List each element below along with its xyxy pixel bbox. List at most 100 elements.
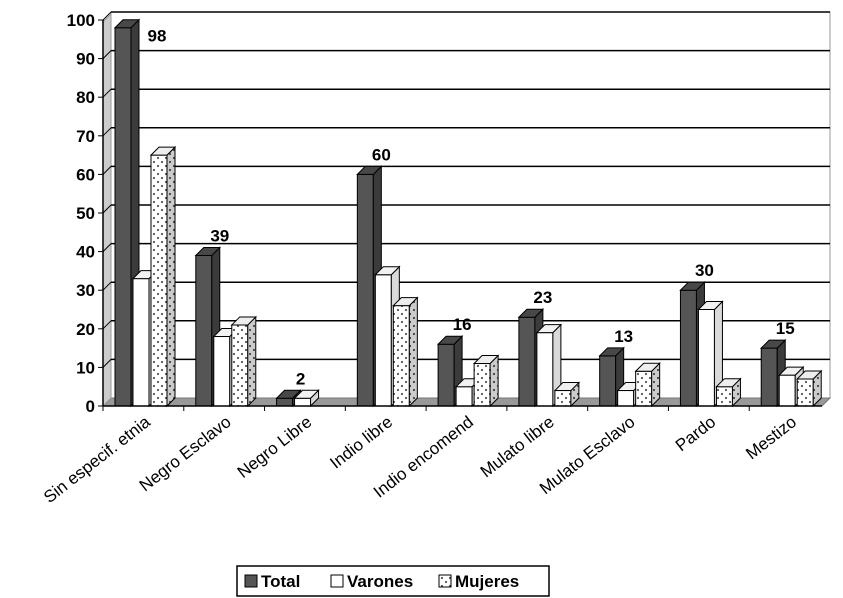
y-tick-label: 60	[76, 165, 95, 184]
bar-mujeres-5	[553, 381, 581, 408]
bar-front	[374, 274, 392, 407]
data-label: 39	[210, 226, 229, 245]
bar-top	[293, 389, 320, 399]
bar-mujeres-3	[392, 296, 419, 408]
gridline-side	[102, 281, 112, 291]
y-tick-label: 10	[76, 358, 95, 377]
bar-front	[392, 305, 410, 407]
legend-swatch	[438, 574, 452, 588]
bar-total-1	[194, 246, 221, 408]
bar-mujeres-7	[715, 377, 742, 408]
bar-top	[553, 382, 581, 392]
bar-top	[230, 316, 257, 326]
x-tick-label: Indio libre	[326, 412, 396, 472]
data-label: 13	[614, 327, 633, 346]
gridline-side	[102, 166, 112, 175]
bar-top	[598, 347, 625, 357]
bars	[103, 18, 823, 408]
legend-label: Varones	[347, 572, 413, 591]
bar-side	[166, 145, 176, 408]
bar-front	[114, 27, 132, 407]
data-label: 98	[148, 27, 167, 46]
legend-item-mujeres: Mujeres	[438, 572, 519, 591]
bar-front	[437, 343, 455, 407]
legend-item-varones: Varones	[330, 572, 413, 591]
y-tick-label: 40	[76, 243, 95, 262]
bar-front	[617, 390, 635, 407]
bar-front	[536, 332, 554, 407]
bar-mujeres-8	[796, 369, 823, 408]
bar-top	[275, 389, 302, 399]
gridlines	[102, 11, 830, 368]
bar-top	[356, 165, 383, 175]
legend-label: Total	[261, 572, 300, 591]
bar-top	[194, 246, 221, 256]
data-label: 16	[453, 315, 472, 334]
gridline-side	[102, 50, 112, 59]
data-label: 23	[533, 288, 552, 307]
bar-side	[408, 296, 418, 408]
bar-front	[518, 316, 536, 407]
y-axis-ticks: 0 10 20 30 40 50 60 70 80 90 100	[67, 11, 104, 416]
data-label: 2	[296, 369, 305, 388]
x-tick-label: Sin especif. etnia	[40, 412, 154, 507]
bar-top	[697, 301, 724, 310]
bar-top	[715, 378, 742, 388]
bar-top	[517, 308, 545, 318]
bar-front	[796, 378, 814, 407]
y-tick-label: 70	[76, 127, 95, 146]
bar-front	[231, 324, 249, 407]
legend: Total Varones Mujeres	[236, 565, 550, 597]
x-tick-label: Mestizo	[742, 412, 800, 463]
bar-top	[392, 297, 419, 307]
bar-side	[247, 315, 257, 408]
gridline-side	[102, 127, 112, 137]
plot-side-wall	[102, 12, 112, 408]
bar-top	[113, 19, 141, 29]
bar-front	[150, 154, 168, 407]
y-tick-label: 100	[67, 11, 95, 30]
y-tick-label: 90	[76, 50, 95, 69]
data-labels: 98 39 2 60 16 23 13 30 15	[148, 27, 795, 389]
data-label: 60	[372, 145, 391, 164]
bar-front	[455, 386, 473, 407]
bar-front	[697, 309, 715, 407]
bar-top	[374, 266, 401, 276]
bar-front	[276, 397, 294, 407]
x-tick-label: Pardo	[672, 412, 719, 455]
bar-top	[634, 362, 661, 372]
bar-front	[778, 374, 796, 407]
legend-swatch	[330, 574, 344, 588]
y-tick-label: 0	[86, 397, 95, 416]
bar-mujeres-4	[472, 354, 500, 408]
y-tick-label: 30	[76, 281, 95, 300]
bar-top	[760, 339, 787, 349]
data-label: 30	[695, 261, 714, 280]
bar-front	[213, 336, 231, 407]
bar-front	[679, 289, 697, 407]
gridline-side	[102, 88, 112, 98]
legend-label: Mujeres	[455, 572, 519, 591]
bar-front	[760, 347, 778, 407]
x-tick-label: Negro Libre	[234, 412, 316, 482]
bar-mujeres-1	[230, 315, 257, 408]
y-tick-label: 20	[76, 320, 95, 339]
bar-top	[679, 281, 706, 291]
x-tick-label: Mulato libre	[477, 412, 558, 481]
bar-front	[132, 278, 150, 407]
bar-varones-7	[697, 300, 724, 408]
gridline-side	[102, 359, 112, 368]
legend-item-total: Total	[244, 572, 300, 591]
y-tick-label: 50	[76, 204, 95, 223]
bar-top	[778, 366, 805, 376]
bar-front	[715, 386, 733, 407]
bar-top	[472, 355, 500, 365]
y-tick-label: 80	[76, 88, 95, 107]
bar-front	[554, 390, 572, 407]
bar-front	[356, 173, 374, 407]
bar-front	[635, 370, 653, 407]
bar-front	[473, 363, 491, 407]
bar-front	[195, 254, 213, 407]
